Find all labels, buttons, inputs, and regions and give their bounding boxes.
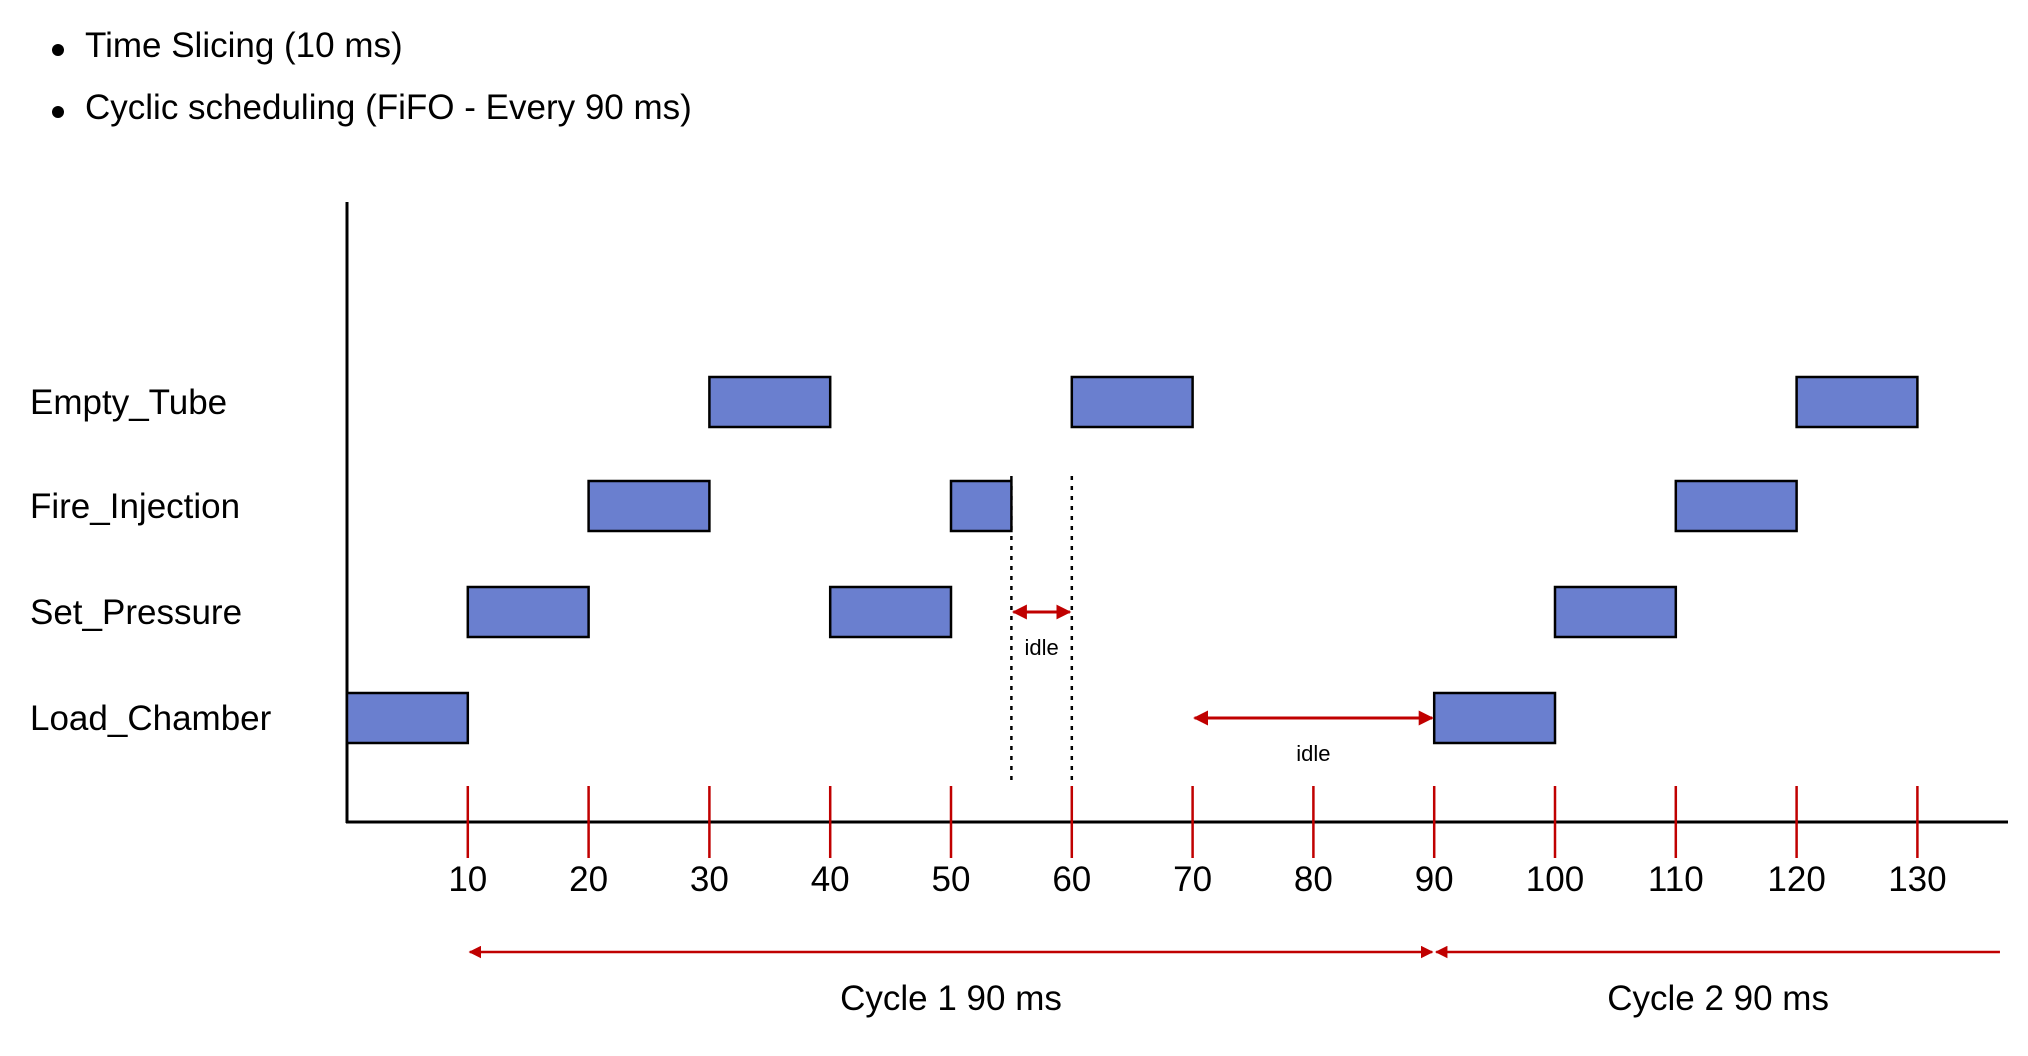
task-blocks bbox=[345, 375, 1919, 745]
cycle-label: Cycle 1 90 ms bbox=[840, 979, 1062, 1018]
tick-label: 110 bbox=[1648, 860, 1704, 899]
tick-label: 30 bbox=[690, 860, 729, 899]
task-block-fire-injection bbox=[587, 479, 711, 533]
tick-label: 50 bbox=[932, 860, 971, 899]
task-block-fire-injection bbox=[949, 479, 1013, 533]
bullet-dot bbox=[52, 44, 64, 56]
cycle-label: Cycle 2 90 ms bbox=[1607, 979, 1829, 1018]
task-label: Fire_Injection bbox=[30, 487, 240, 526]
tick-label: 60 bbox=[1052, 860, 1091, 899]
task-block-empty-tube bbox=[1070, 375, 1194, 429]
task-block-load-chamber bbox=[1432, 691, 1557, 745]
tick-label: 10 bbox=[448, 860, 487, 899]
tick-marks: 10 20 30 40 50 60 70 80 90 100 110 120 130 bbox=[448, 786, 1947, 899]
tick-label: 100 bbox=[1526, 860, 1584, 899]
idle-label: idle bbox=[1024, 635, 1058, 660]
task-block-load-chamber bbox=[345, 691, 470, 745]
task-block-empty-tube bbox=[708, 375, 832, 429]
task-block-set-pressure bbox=[1553, 585, 1678, 639]
bullet-text: Time Slicing (10 ms) bbox=[85, 26, 403, 65]
task-label: Load_Chamber bbox=[30, 699, 272, 738]
bullet-dot bbox=[52, 106, 64, 118]
task-block-fire-injection bbox=[1674, 479, 1798, 533]
cycle-annotations: Cycle 1 90 ms Cycle 2 90 ms bbox=[468, 945, 2000, 1018]
task-label: Set_Pressure bbox=[30, 593, 242, 632]
tick-label: 20 bbox=[569, 860, 608, 899]
tick-label: 120 bbox=[1767, 860, 1825, 899]
task-block-set-pressure bbox=[828, 585, 953, 639]
task-block-set-pressure bbox=[466, 585, 590, 639]
idle-label: idle bbox=[1296, 741, 1330, 766]
tick-label: 130 bbox=[1888, 860, 1946, 899]
task-labels: Load_Chamber Set_Pressure Fire_Injection Em… bbox=[30, 383, 272, 738]
tick-label: 90 bbox=[1415, 860, 1454, 899]
task-block-empty-tube bbox=[1795, 375, 1919, 429]
idle-annotations: idle idle bbox=[1011, 604, 1434, 766]
tick-label: 80 bbox=[1294, 860, 1333, 899]
bullet-text: Cyclic scheduling (FiFO - Every 90 ms) bbox=[85, 88, 692, 127]
task-label: Empty_Tube bbox=[30, 383, 227, 422]
tick-label: 40 bbox=[811, 860, 850, 899]
idle-guide-lines bbox=[1010, 476, 1074, 786]
tick-label: 70 bbox=[1173, 860, 1212, 899]
